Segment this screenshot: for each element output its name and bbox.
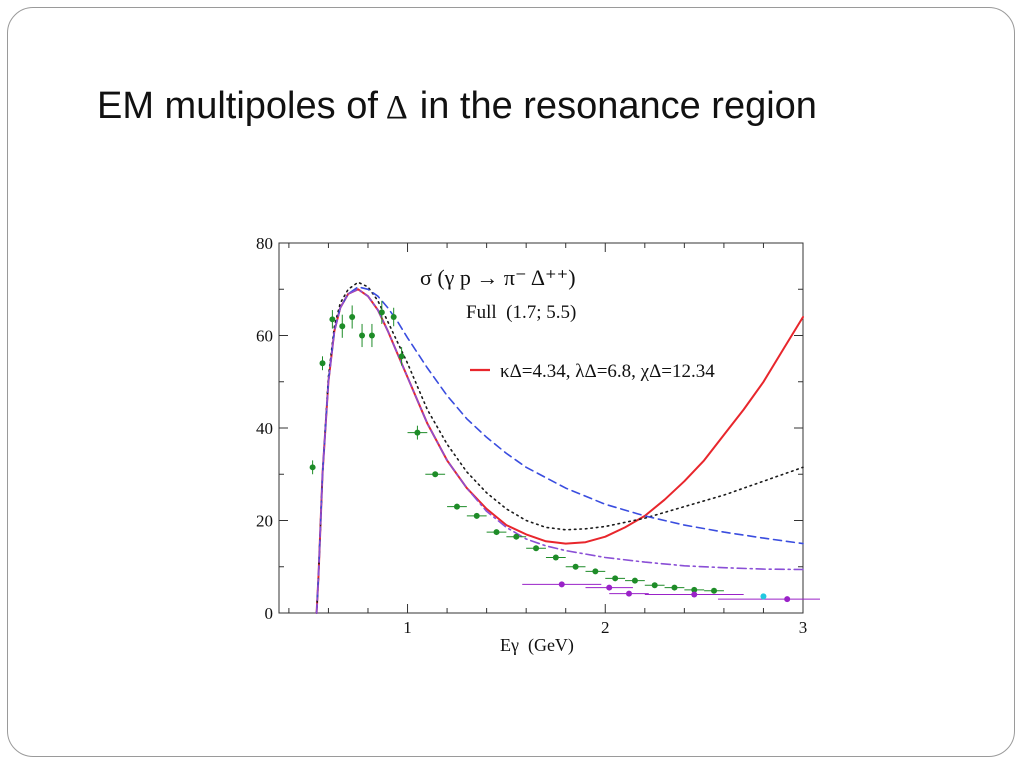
x-tick-label: 2 bbox=[601, 618, 610, 637]
data-point bbox=[339, 323, 346, 330]
data-point bbox=[592, 568, 599, 575]
data-point bbox=[390, 314, 397, 320]
data-point bbox=[671, 584, 678, 591]
data-point bbox=[349, 314, 356, 320]
data-point bbox=[691, 586, 698, 593]
data-point bbox=[493, 529, 500, 536]
data-point bbox=[711, 587, 718, 594]
data-point bbox=[378, 309, 385, 316]
data-point bbox=[513, 533, 520, 540]
y-tick-label: 80 bbox=[256, 234, 273, 253]
data-point bbox=[631, 577, 638, 584]
data-point bbox=[533, 545, 540, 552]
title-suffix: in the resonance region bbox=[419, 85, 817, 127]
y-tick-label: 20 bbox=[256, 512, 273, 531]
plot-area bbox=[278, 242, 804, 614]
delta-symbol: Δ bbox=[385, 89, 408, 126]
data-point bbox=[552, 554, 559, 561]
title-prefix: EM multipoles of bbox=[97, 85, 378, 127]
data-point bbox=[329, 316, 336, 323]
series-line-dotted bbox=[315, 281, 804, 614]
data-point bbox=[398, 353, 405, 360]
chart-title: σ (γ p → π⁻ Δ⁺⁺) bbox=[420, 265, 576, 290]
data-point bbox=[453, 503, 460, 510]
data-point bbox=[625, 590, 632, 597]
data-point bbox=[691, 591, 698, 598]
data-point bbox=[432, 471, 439, 478]
data-point bbox=[606, 584, 613, 591]
chart-subtitle: Full (1.7; 5.5) bbox=[466, 302, 576, 323]
x-tick-label: 3 bbox=[799, 618, 808, 637]
data-point bbox=[319, 360, 326, 367]
y-tick-label: 40 bbox=[256, 419, 273, 438]
data-point bbox=[784, 596, 791, 603]
data-point bbox=[558, 581, 565, 588]
data-point bbox=[612, 575, 619, 582]
data-point bbox=[651, 582, 658, 589]
data-point bbox=[309, 464, 316, 471]
data-point bbox=[414, 429, 421, 436]
legend-label-red: κΔ=4.34, λΔ=6.8, χΔ=12.34 bbox=[500, 361, 715, 382]
series-line-dashdot bbox=[315, 288, 804, 614]
data-point bbox=[572, 563, 579, 570]
data-point bbox=[760, 593, 767, 600]
data-point bbox=[368, 332, 375, 339]
cross-section-chart: 1 2 3 0 20 40 60 80 σ (γ p → π⁻ Δ⁺⁺) Full (1.7;… bbox=[256, 234, 857, 656]
x-axis-label: Eγ (GeV) bbox=[500, 635, 574, 656]
data-point bbox=[473, 512, 480, 519]
y-tick-label: 0 bbox=[265, 604, 274, 623]
x-tick-label: 1 bbox=[403, 618, 412, 637]
cross-section-figure: 1 2 3 0 20 40 60 80 σ (γ p → π⁻ Δ⁺⁺) Full (1.7;… bbox=[240, 225, 857, 680]
data-point bbox=[359, 332, 366, 339]
y-tick-label: 60 bbox=[256, 327, 273, 346]
